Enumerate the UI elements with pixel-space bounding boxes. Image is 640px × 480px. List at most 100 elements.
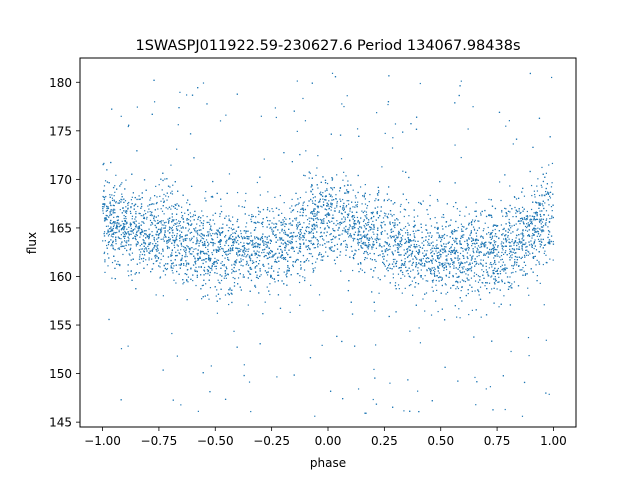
data-point	[504, 267, 506, 269]
data-point	[289, 294, 291, 296]
data-point	[130, 212, 132, 215]
data-point	[461, 279, 464, 281]
data-point	[240, 241, 242, 244]
data-point	[519, 220, 521, 222]
data-point	[302, 211, 304, 214]
data-point	[434, 216, 436, 219]
data-point	[320, 194, 322, 196]
data-point	[215, 250, 217, 252]
data-point	[534, 229, 536, 231]
data-point	[238, 261, 241, 263]
data-point	[415, 244, 418, 246]
data-point	[146, 250, 148, 252]
data-point	[312, 213, 314, 215]
data-point	[215, 248, 217, 251]
data-point	[263, 243, 265, 245]
data-point	[539, 213, 541, 216]
data-point	[201, 259, 203, 261]
data-point	[291, 210, 294, 212]
data-point	[144, 210, 146, 212]
data-point	[308, 232, 310, 235]
data-point	[107, 207, 110, 210]
data-point	[279, 256, 281, 258]
data-point	[398, 234, 400, 236]
data-point	[108, 233, 110, 236]
data-point	[157, 257, 160, 260]
data-point	[222, 223, 224, 225]
data-point	[460, 80, 462, 82]
data-point	[467, 279, 469, 281]
data-point	[143, 254, 146, 256]
data-point	[151, 249, 153, 252]
data-point	[386, 199, 389, 202]
data-point	[341, 208, 344, 210]
data-point	[526, 210, 528, 213]
data-point	[474, 280, 477, 282]
data-point	[484, 222, 486, 224]
data-point	[522, 229, 524, 231]
data-point	[352, 257, 354, 259]
data-point	[171, 226, 173, 228]
data-point	[385, 268, 388, 270]
data-point	[308, 252, 310, 255]
data-point	[139, 198, 141, 200]
data-point	[220, 240, 222, 242]
data-point	[122, 228, 124, 230]
data-point	[302, 202, 304, 204]
data-point	[539, 204, 541, 206]
data-point	[505, 239, 507, 241]
data-point	[308, 231, 310, 233]
data-point	[535, 213, 537, 215]
data-point	[259, 255, 261, 257]
data-point	[130, 270, 132, 273]
data-point	[518, 265, 520, 267]
data-point	[193, 157, 195, 159]
data-point	[188, 262, 190, 264]
data-point	[248, 248, 250, 250]
data-point	[232, 276, 234, 279]
data-point	[286, 270, 288, 272]
data-point	[125, 179, 127, 181]
data-point	[430, 249, 432, 251]
data-point	[232, 235, 234, 238]
data-point	[205, 283, 207, 285]
data-point	[493, 224, 495, 226]
data-point	[437, 226, 439, 229]
data-point	[327, 220, 330, 222]
data-point	[331, 246, 333, 248]
data-point	[203, 235, 205, 237]
data-point	[419, 263, 421, 265]
data-point	[303, 237, 305, 239]
data-point	[217, 249, 219, 251]
data-point	[478, 254, 480, 257]
data-point	[489, 386, 492, 388]
data-point	[186, 245, 188, 247]
data-point	[510, 232, 512, 234]
data-point	[479, 236, 482, 238]
data-point	[113, 200, 116, 202]
data-point	[319, 198, 321, 200]
data-point	[459, 214, 461, 216]
data-point	[398, 230, 400, 233]
data-point	[454, 305, 456, 307]
data-point	[118, 237, 120, 239]
data-point	[228, 173, 231, 175]
data-point	[118, 223, 120, 225]
data-point	[367, 219, 370, 221]
data-point	[377, 206, 379, 208]
data-point	[433, 253, 435, 255]
data-point	[401, 244, 403, 246]
data-point	[423, 255, 425, 258]
data-point	[162, 250, 164, 252]
data-point	[467, 268, 469, 270]
data-point	[302, 236, 304, 238]
data-point	[185, 227, 187, 229]
data-point	[166, 199, 168, 201]
data-point	[382, 253, 384, 255]
data-point	[313, 208, 315, 210]
data-point	[324, 227, 326, 229]
data-point	[432, 279, 435, 281]
data-point	[506, 239, 508, 241]
data-point	[391, 268, 393, 270]
data-point	[364, 242, 367, 244]
